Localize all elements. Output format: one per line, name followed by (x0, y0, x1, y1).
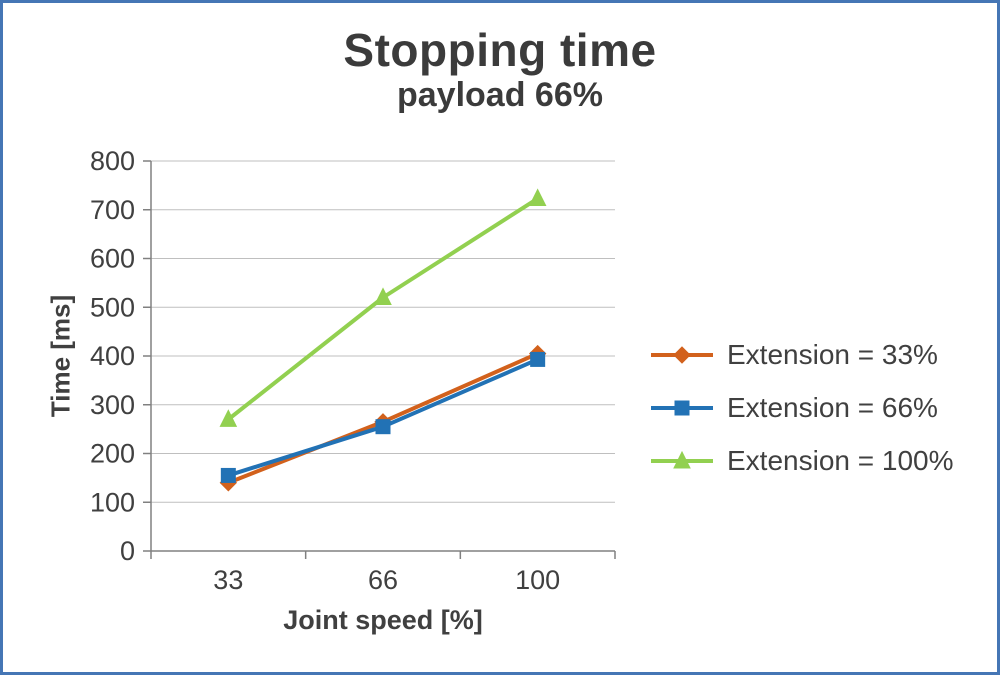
svg-text:100: 100 (90, 487, 135, 517)
triangle-marker-icon (651, 450, 713, 469)
square-marker-icon (651, 400, 713, 416)
chart-subtitle: payload 66% (397, 75, 603, 114)
svg-text:33: 33 (213, 565, 243, 595)
chart-plot-area: 0 100 200 300 400 500 600 700 800 33 66 100 (90, 146, 616, 595)
svg-text:100: 100 (515, 565, 560, 595)
diamond-marker-icon (651, 346, 713, 364)
legend-label: Extension = 100% (727, 445, 954, 476)
svg-text:800: 800 (90, 146, 135, 176)
chart-title: Stopping time (343, 24, 657, 76)
svg-text:200: 200 (90, 439, 135, 469)
y-axis-title: Time [ms] (45, 294, 76, 418)
legend-item: Extension = 100% (649, 445, 954, 477)
svg-text:66: 66 (368, 565, 398, 595)
legend-item: Extension = 66% (649, 392, 954, 424)
legend-item: Extension = 33% (649, 339, 954, 371)
svg-text:0: 0 (120, 536, 135, 566)
legend-label: Extension = 33% (727, 339, 938, 370)
svg-text:600: 600 (90, 244, 135, 274)
svg-text:700: 700 (90, 195, 135, 225)
legend-label: Extension = 66% (727, 392, 938, 423)
chart-legend: Extension = 33% Extension = 66% Extension … (649, 339, 954, 477)
svg-text:500: 500 (90, 292, 135, 322)
x-axis-title: Joint speed [%] (283, 605, 483, 635)
svg-text:400: 400 (90, 341, 135, 371)
svg-text:300: 300 (90, 390, 135, 420)
chart-title-block: Stopping time payload 66% (3, 25, 997, 115)
